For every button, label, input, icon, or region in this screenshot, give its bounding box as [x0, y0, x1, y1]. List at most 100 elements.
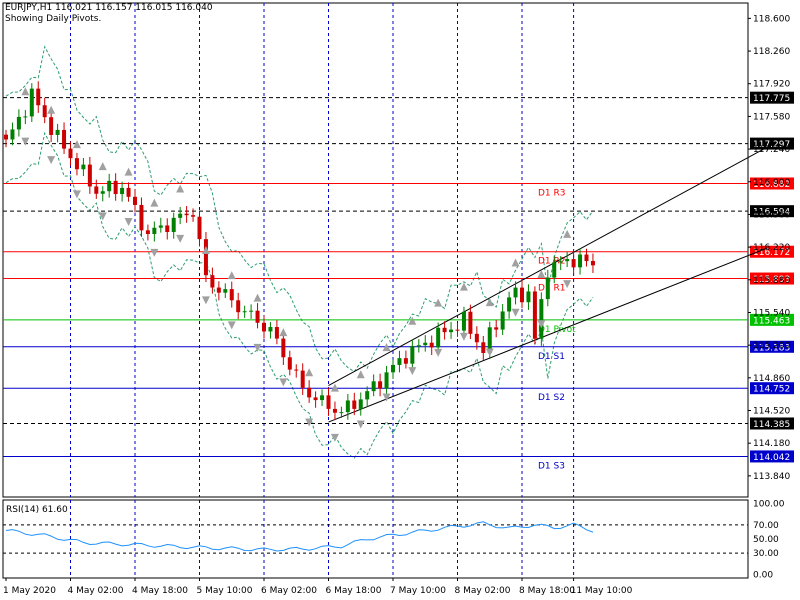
price-label-box [750, 245, 794, 258]
candle-body [262, 322, 266, 332]
candle-body [100, 191, 105, 194]
fractal-up [253, 293, 262, 302]
price-tick-label: 114.180 [753, 439, 790, 449]
candle-body [165, 225, 170, 233]
candle-body [23, 116, 28, 118]
price-tick-label: 118.600 [753, 14, 790, 24]
candle-body [384, 372, 389, 389]
candle-body [539, 299, 544, 339]
level-tag: D1 Pivot [538, 325, 576, 335]
fractal-up [459, 282, 468, 291]
fractal-down [176, 234, 185, 243]
time-tick-label: 11 May 10:00 [571, 586, 633, 596]
candle-body [397, 358, 402, 365]
candle-body [313, 397, 318, 401]
candle-body [49, 117, 54, 135]
level-tag: D1 S1 [538, 352, 565, 362]
level-tag: D1 S2 [538, 393, 565, 403]
candle-body [126, 187, 131, 197]
price-tick-label: 113.840 [753, 472, 790, 482]
candle-body [120, 187, 125, 195]
rsi-line [5, 521, 594, 552]
candle-body [365, 391, 370, 400]
candle-body [223, 289, 228, 293]
rsi-label: RSI(14) 61.60 [6, 505, 68, 515]
candle-body [249, 310, 254, 312]
fractal-up [201, 246, 210, 255]
fractal-down [356, 420, 365, 429]
main-plot-frame [2, 2, 749, 498]
price-label: 117.297 [753, 140, 790, 150]
fractal-down [434, 348, 443, 357]
price-label-box [750, 91, 794, 104]
price-tick-label: 115.540 [753, 308, 790, 318]
candle-body [339, 412, 344, 414]
price-label-box [750, 450, 794, 463]
price-tick-label: 117.240 [753, 145, 790, 155]
price-tick-label: 116.220 [753, 243, 790, 253]
candle-body [10, 129, 15, 140]
fractal-up [408, 316, 417, 325]
fractal-down [150, 248, 159, 257]
candle-body [455, 329, 460, 331]
price-tick-label: 114.520 [753, 407, 790, 417]
fractal-down [459, 332, 468, 341]
candle-body [133, 196, 137, 205]
price-label: 114.752 [753, 385, 790, 395]
fractal-down [72, 190, 81, 199]
fractal-up [305, 368, 314, 377]
candle-body [145, 230, 150, 234]
candle-body [526, 291, 531, 303]
candle-body [210, 275, 215, 288]
fractal-up [511, 258, 520, 267]
candle-body [378, 381, 383, 389]
candle-body [274, 327, 279, 339]
candle-body [416, 345, 421, 347]
price-label-box [750, 382, 794, 395]
rsi-tick-label: 50.00 [753, 535, 779, 545]
candle-body [242, 311, 247, 313]
time-tick-label: 7 May 10:00 [390, 586, 446, 596]
fractal-up [563, 229, 572, 238]
trend-line [328, 146, 768, 386]
level-tag: D1 R1 [538, 284, 566, 294]
rsi-tick-label: 100.00 [753, 500, 785, 510]
price-label: 115.463 [753, 316, 790, 326]
candle-body [513, 287, 518, 298]
price-label: 116.594 [753, 208, 790, 218]
candle-body [294, 369, 299, 371]
time-tick-label: 4 May 18:00 [132, 586, 188, 596]
chart-title-block: EURJPY,H1 116.021 116.157 116.015 116.04… [5, 3, 213, 25]
price-label: 117.775 [753, 94, 790, 104]
price-label: 115.183 [753, 343, 790, 353]
fractal-down [305, 418, 314, 427]
candle-body [281, 338, 286, 358]
time-tick-label: 6 May 02:00 [261, 586, 317, 596]
level-tag: D1 R3 [538, 188, 566, 198]
fractal-up [330, 383, 339, 392]
candle-body [255, 310, 260, 323]
candle-body [552, 262, 557, 278]
candle-body [474, 333, 479, 343]
fractal-up [72, 140, 81, 149]
candle-body [87, 164, 92, 187]
candle-body [55, 129, 60, 135]
fractal-up [485, 298, 494, 307]
candle-body [358, 399, 363, 409]
time-tick-label: 6 May 18:00 [326, 586, 382, 596]
fractal-up [47, 105, 56, 114]
candle-body [500, 311, 505, 330]
candle-body [352, 400, 357, 409]
candle-body [81, 164, 86, 170]
fractal-down [330, 433, 339, 442]
candle-body [300, 370, 305, 388]
price-label-box [750, 417, 794, 430]
fractal-down [47, 156, 56, 165]
price-label-box [750, 340, 794, 353]
price-tick-label: 115.200 [753, 341, 790, 351]
candle-body [371, 381, 376, 392]
price-tick-label: 118.260 [753, 47, 790, 57]
time-tick-label: 8 May 18:00 [519, 586, 575, 596]
fractal-down [98, 212, 107, 221]
